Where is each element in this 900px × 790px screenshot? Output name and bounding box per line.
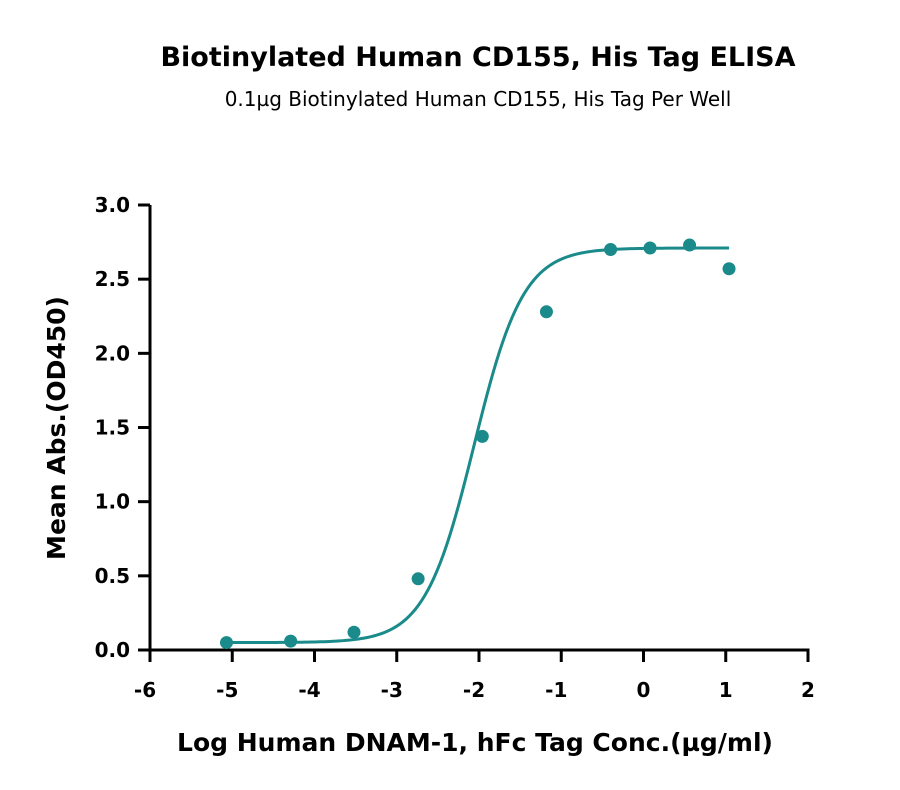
y-axis-label: Mean Abs.(OD450)	[42, 296, 71, 560]
chart-subtitle: 0.1µg Biotinylated Human CD155, His Tag …	[225, 87, 732, 111]
data-point	[284, 634, 298, 648]
y-tick-label: 0.5	[95, 564, 130, 588]
data-point	[219, 636, 233, 650]
x-tick-label: -4	[298, 678, 320, 702]
data-point	[722, 262, 736, 276]
x-tick-label: 2	[801, 678, 815, 702]
y-tick-label: 2.0	[95, 341, 130, 365]
y-tick-label: 3.0	[95, 193, 130, 217]
data-point	[683, 238, 697, 252]
x-tick-label: -6	[134, 678, 156, 702]
y-tick-label: 0.0	[95, 638, 130, 662]
fit-curve	[226, 246, 730, 645]
fit-curve-group	[226, 246, 730, 645]
x-tick-label: 0	[637, 678, 651, 702]
y-tick-label: 2.5	[95, 267, 130, 291]
y-tick-label: 1.0	[95, 490, 130, 514]
data-point	[347, 625, 361, 639]
data-point	[604, 243, 618, 256]
x-tick-label: 1	[719, 678, 733, 702]
data-point	[539, 305, 553, 319]
data-points-group	[219, 238, 736, 650]
x-tick-label: -2	[463, 678, 485, 702]
y-axis: 0.0 0.5 1.0 1.5 2.0 2.5 3.0	[95, 193, 152, 662]
x-tick-label: -1	[545, 678, 567, 702]
x-axis-label: Log Human DNAM-1, hFc Tag Conc.(µg/ml)	[177, 728, 773, 757]
x-tick-label: -5	[216, 678, 238, 702]
y-tick-label: 1.5	[95, 416, 130, 440]
x-axis: -6 -5 -4 -3 -2 -1 0 1 2	[134, 648, 815, 702]
chart-title: Biotinylated Human CD155, His Tag ELISA	[160, 42, 795, 73]
data-point	[475, 429, 489, 443]
data-point	[643, 241, 657, 255]
x-tick-label: -3	[381, 678, 403, 702]
data-point	[411, 572, 425, 586]
